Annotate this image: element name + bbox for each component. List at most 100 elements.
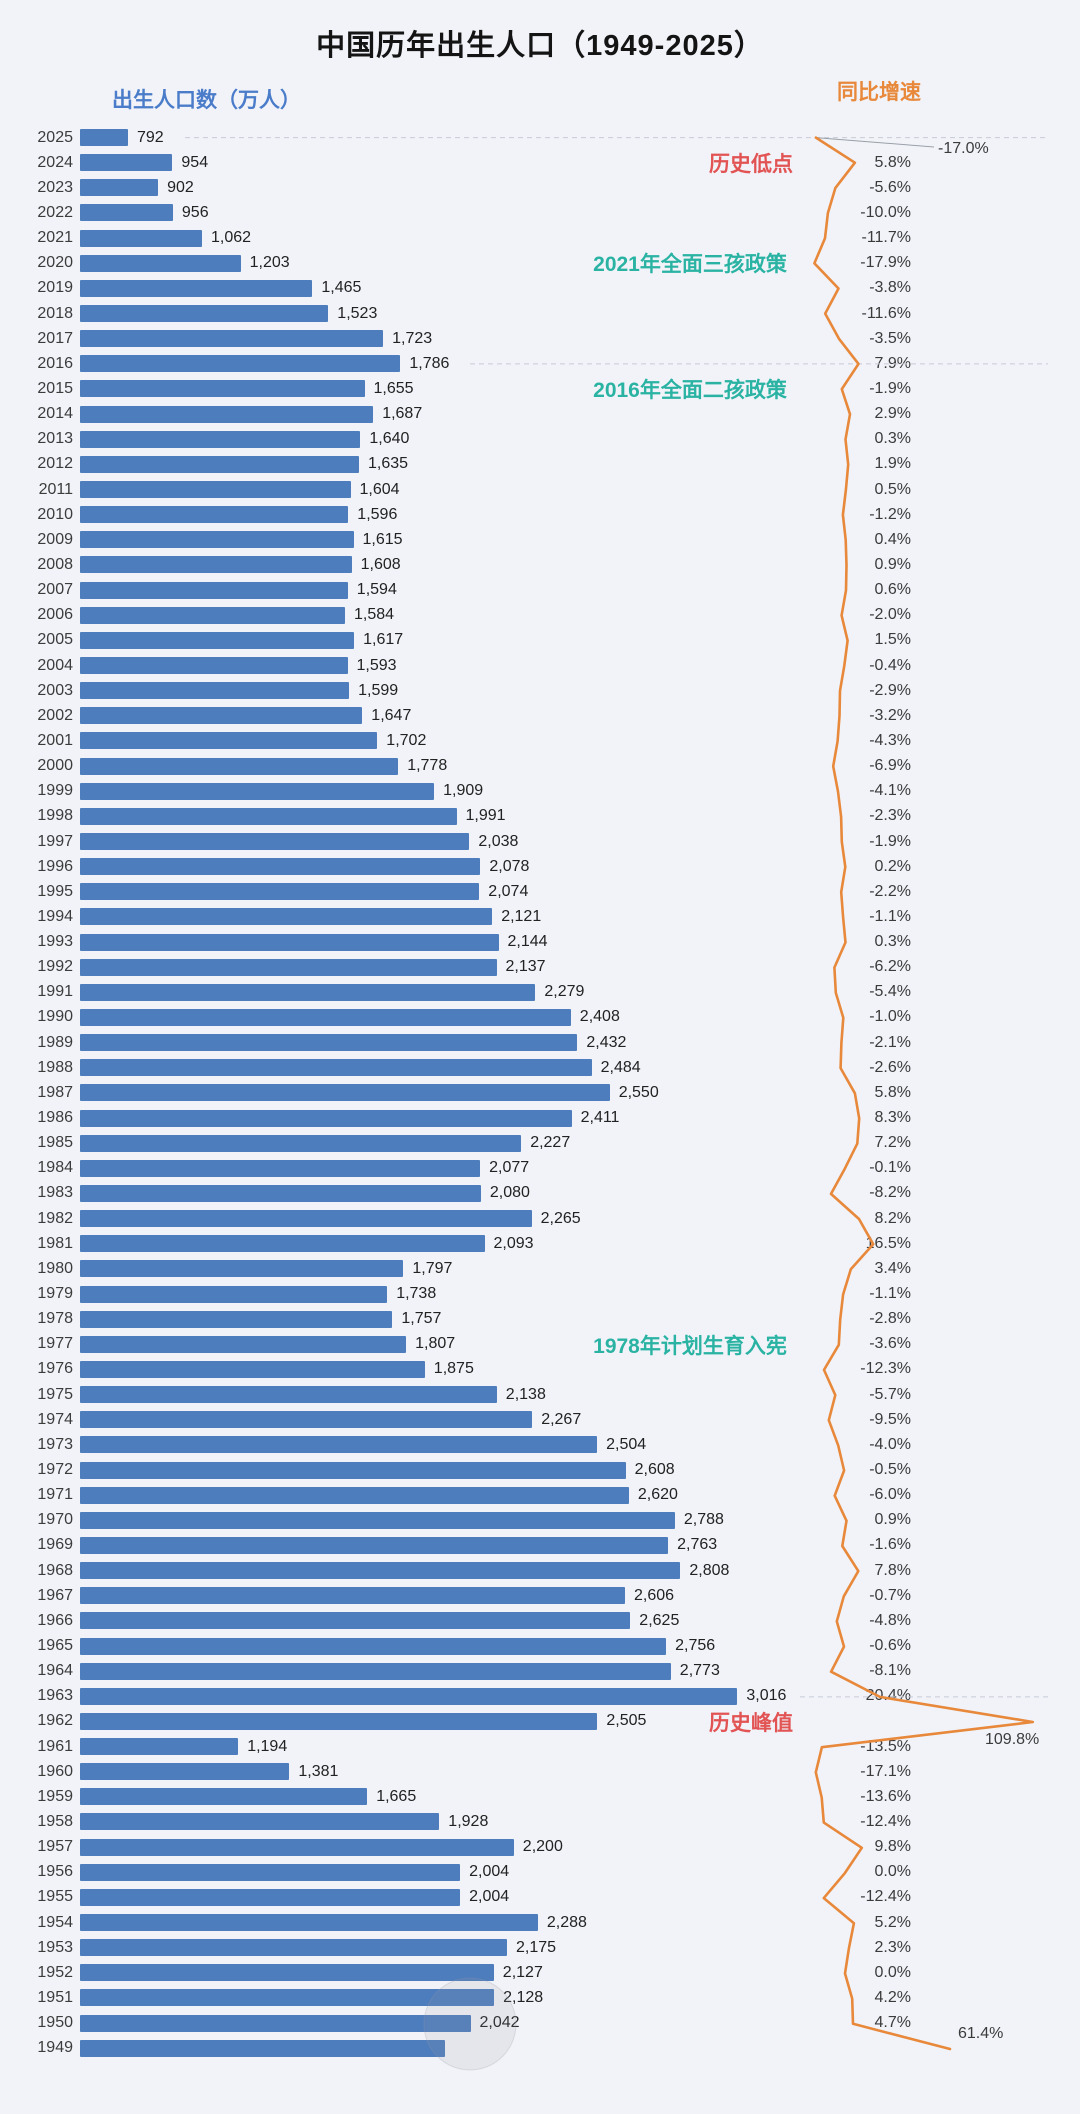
year-label: 2017 [37, 329, 73, 347]
chart-row: 1967 2,606 -0.7% [0, 1583, 1080, 1608]
birth-value-label: 2,004 [469, 1888, 510, 1906]
birth-value-label: 902 [167, 178, 194, 196]
chart-row: 1982 2,265 8.2% [0, 1206, 1080, 1231]
birth-bar [80, 1184, 481, 1202]
chart-row: 1979 1,738 -1.1% [0, 1281, 1080, 1306]
birth-value-label: 2,606 [634, 1586, 675, 1604]
birth-bar [80, 732, 378, 750]
birth-value-label: 2,550 [618, 1083, 659, 1101]
birth-value-label: 2,788 [683, 1511, 724, 1529]
growth-value-label: 20.4% [865, 1687, 911, 1705]
birth-value-label: 2,265 [540, 1209, 581, 1227]
year-label: 1992 [37, 958, 73, 976]
birth-value-label: 1,723 [392, 329, 433, 347]
growth-value-label: -11.7% [861, 229, 911, 247]
birth-value-label: 2,432 [586, 1033, 627, 1051]
birth-bar [80, 229, 202, 247]
growth-value-label: 0.6% [874, 581, 911, 599]
growth-value-label: -5.4% [869, 983, 911, 1001]
birth-value-label: 2,408 [579, 1008, 620, 1026]
year-label: 1965 [37, 1637, 73, 1654]
growth-value-label: -0.7% [869, 1586, 911, 1604]
birth-value-label: 1,757 [401, 1310, 442, 1328]
chart-row: 1951 2,128 4.2% [0, 1985, 1080, 2010]
chart-row: 2017 1,723 -3.5% [0, 326, 1080, 351]
birth-value-label: 1,875 [433, 1360, 474, 1378]
year-label: 1981 [37, 1234, 73, 1252]
chart-row: 1957 2,200 9.8% [0, 1835, 1080, 1860]
birth-value-label: 2,128 [503, 1988, 544, 2006]
growth-value-label: -4.8% [869, 1611, 911, 1629]
chart-row: 1952 2,127 0.0% [0, 1960, 1080, 1985]
year-label: 1949 [37, 2039, 73, 2057]
chart-row: 1953 2,175 2.3% [0, 1935, 1080, 1960]
birth-bar [80, 1788, 368, 1806]
growth-value-label: 3.4% [874, 1259, 911, 1277]
birth-bar [80, 481, 351, 499]
growth-value-label: 9.8% [874, 1838, 911, 1856]
chart-row: 1964 2,773 -8.1% [0, 1659, 1080, 1684]
chart-row: 2011 1,604 0.5% [0, 477, 1080, 502]
year-label: 1989 [37, 1033, 73, 1051]
birth-bar [80, 154, 173, 172]
year-label: 1953 [37, 1938, 73, 1956]
growth-value-label: -1.1% [869, 1285, 911, 1303]
birth-value-label: 2,620 [637, 1486, 678, 1504]
growth-value-label: -1.0% [869, 1008, 911, 1026]
birth-bar [80, 531, 354, 549]
year-label: 1954 [37, 1913, 73, 1931]
growth-value-label: -12.3% [860, 1360, 911, 1378]
birth-value-label: 1,738 [396, 1285, 437, 1303]
growth-value-label: 7.8% [874, 1561, 911, 1579]
growth-value-label: 8.2% [874, 1209, 911, 1227]
birth-bar [80, 1059, 592, 1077]
birth-value-label: 2,279 [544, 983, 585, 1001]
year-label: 1968 [37, 1561, 73, 1579]
chart-row: 2009 1,615 0.4% [0, 527, 1080, 552]
birth-value-label: 1,593 [356, 656, 397, 674]
growth-value-label: -3.6% [869, 1335, 911, 1353]
growth-value-label: -13.5% [860, 1737, 911, 1755]
year-label: 1982 [37, 1209, 73, 1227]
birth-bar [80, 933, 499, 951]
birth-value-label: 2,505 [606, 1712, 647, 1730]
year-label: 1990 [37, 1008, 73, 1026]
growth-value-label: -6.2% [869, 958, 911, 976]
chart-row: 1973 2,504 -4.0% [0, 1432, 1080, 1457]
chart-row: 1976 1,875 -12.3% [0, 1357, 1080, 1382]
birth-value-label: 2,077 [489, 1159, 530, 1177]
birth-value-label: 792 [137, 128, 164, 146]
chart-row: 1992 2,137 -6.2% [0, 955, 1080, 980]
birth-bar [80, 204, 173, 222]
birth-value-label: 2,484 [600, 1058, 641, 1076]
chart-row: 2001 1,702 -4.3% [0, 728, 1080, 753]
chart-row: 2014 1,687 2.9% [0, 402, 1080, 427]
birth-bar [80, 1562, 681, 1580]
birth-bar [80, 1738, 239, 1756]
birth-bar [80, 380, 365, 398]
birth-bar [80, 1235, 485, 1253]
chart-row: 2015 1,655 -1.9% [0, 376, 1080, 401]
birth-value-label: 1,655 [373, 379, 414, 397]
birth-bar [80, 129, 128, 147]
year-label: 1979 [37, 1285, 73, 1303]
growth-value-label: 16.5% [865, 1234, 911, 1252]
growth-value-label: 7.2% [874, 1134, 911, 1152]
birth-value-label: 1,596 [357, 505, 398, 523]
growth-value-label: -0.6% [869, 1637, 911, 1654]
birth-bar [80, 682, 350, 700]
birth-value-label: 1,594 [356, 581, 397, 599]
growth-value-label: 1.5% [874, 631, 911, 649]
year-label: 1966 [37, 1611, 73, 1629]
year-label: 1986 [37, 1109, 73, 1127]
birth-value-label: 1,608 [360, 555, 401, 573]
birth-value-label: 2,773 [679, 1662, 720, 1680]
birth-bar [80, 330, 384, 348]
birth-value-label: 1,797 [412, 1259, 453, 1277]
year-label: 1952 [37, 1963, 73, 1981]
birth-bar [80, 355, 401, 373]
year-label: 1960 [37, 1762, 73, 1780]
birth-bar [80, 833, 470, 850]
growth-value-label: -2.6% [869, 1058, 911, 1076]
birth-bar [80, 1386, 497, 1404]
